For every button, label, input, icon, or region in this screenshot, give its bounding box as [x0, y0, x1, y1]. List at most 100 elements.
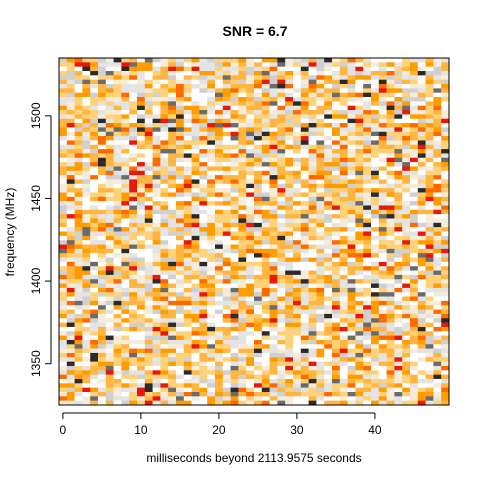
heatmap-cell	[277, 62, 286, 67]
heatmap-cell	[152, 240, 161, 245]
heatmap-cell	[441, 326, 450, 332]
heatmap-cell	[308, 318, 317, 323]
heatmap-cell	[300, 227, 309, 232]
heatmap-cell	[222, 296, 231, 302]
heatmap-cell	[417, 201, 426, 206]
heatmap-cell	[152, 175, 161, 180]
heatmap-cell	[183, 361, 192, 367]
heatmap-cell	[277, 339, 286, 345]
heatmap-cell	[191, 266, 200, 271]
heatmap-cell	[386, 136, 395, 141]
heatmap-cell	[90, 313, 99, 319]
heatmap-cell	[363, 175, 372, 180]
heatmap-cell	[105, 153, 114, 159]
heatmap-cell	[316, 179, 325, 185]
heatmap-cell	[363, 279, 372, 284]
heatmap-cell	[293, 383, 302, 388]
heatmap-cell	[378, 318, 387, 323]
heatmap-cell	[308, 296, 317, 302]
heatmap-cell	[199, 222, 208, 228]
heatmap-cell	[269, 123, 278, 128]
heatmap-cell	[386, 62, 395, 67]
heatmap-cell	[433, 357, 442, 362]
heatmap-cell	[144, 378, 153, 384]
heatmap-cell	[378, 257, 387, 263]
heatmap-cell	[137, 292, 146, 297]
heatmap-cell	[82, 144, 91, 150]
heatmap-cell	[371, 170, 380, 176]
heatmap-cell	[90, 305, 99, 310]
heatmap-cell	[113, 300, 122, 306]
heatmap-cell	[90, 261, 99, 267]
heatmap-cell	[441, 114, 450, 120]
heatmap-cell	[74, 244, 83, 250]
heatmap-cell	[222, 292, 231, 297]
heatmap-cell	[82, 157, 91, 163]
heatmap-cell	[66, 266, 75, 271]
heatmap-cell	[386, 378, 395, 384]
heatmap-cell	[277, 331, 286, 336]
heatmap-cell	[441, 374, 450, 380]
heatmap-cell	[402, 383, 411, 388]
heatmap-cell	[316, 374, 325, 380]
heatmap-cell	[339, 370, 348, 375]
heatmap-cell	[332, 170, 341, 176]
heatmap-cell	[230, 313, 239, 319]
heatmap-cell	[285, 244, 294, 250]
heatmap-cell	[363, 240, 372, 245]
heatmap-cell	[402, 149, 411, 154]
heatmap-cell	[183, 231, 192, 237]
heatmap-cell	[332, 105, 341, 111]
heatmap-cell	[66, 279, 75, 284]
heatmap-cell	[113, 136, 122, 141]
heatmap-cell	[191, 75, 200, 80]
heatmap-cell	[402, 344, 411, 349]
heatmap-cell	[66, 97, 75, 102]
heatmap-cell	[324, 240, 333, 245]
heatmap-cell	[347, 218, 356, 224]
heatmap-cell	[378, 175, 387, 180]
heatmap-cell	[66, 88, 75, 93]
heatmap-cell	[316, 196, 325, 202]
heatmap-cell	[152, 248, 161, 254]
heatmap-cell	[386, 157, 395, 163]
heatmap-cell	[386, 166, 395, 172]
heatmap-cell	[129, 400, 138, 406]
heatmap-cell	[355, 322, 364, 328]
heatmap-cell	[121, 292, 130, 297]
heatmap-cell	[129, 149, 138, 154]
heatmap-cell	[105, 396, 114, 401]
heatmap-cell	[433, 253, 442, 258]
heatmap-cell	[183, 352, 192, 358]
heatmap-cell	[66, 391, 75, 397]
heatmap-cell	[300, 149, 309, 154]
heatmap-cell	[121, 279, 130, 284]
heatmap-cell	[308, 218, 317, 224]
heatmap-cell	[238, 123, 247, 128]
heatmap-cell	[332, 335, 341, 341]
heatmap-cell	[332, 274, 341, 280]
heatmap-cell	[129, 261, 138, 267]
heatmap-cell	[207, 170, 216, 176]
heatmap-cell	[363, 309, 372, 315]
heatmap-cell	[441, 62, 450, 67]
heatmap-cell	[277, 313, 286, 319]
heatmap-cell	[66, 218, 75, 224]
heatmap-cell	[66, 370, 75, 375]
heatmap-cell	[293, 66, 302, 72]
heatmap-cell	[137, 205, 146, 211]
heatmap-cell	[176, 370, 185, 375]
heatmap-cell	[238, 287, 247, 293]
heatmap-cell	[355, 209, 364, 215]
heatmap-cell	[105, 183, 114, 189]
heatmap-cell	[238, 62, 247, 67]
heatmap-cell	[254, 270, 263, 276]
x-tick-label: 20	[212, 423, 226, 437]
heatmap-cell	[98, 192, 107, 198]
heatmap-cell	[168, 253, 177, 258]
heatmap-cell	[285, 222, 294, 228]
heatmap-cell	[176, 157, 185, 163]
heatmap-cell	[308, 144, 317, 150]
heatmap-cell	[246, 175, 255, 180]
heatmap-cell	[207, 97, 216, 102]
